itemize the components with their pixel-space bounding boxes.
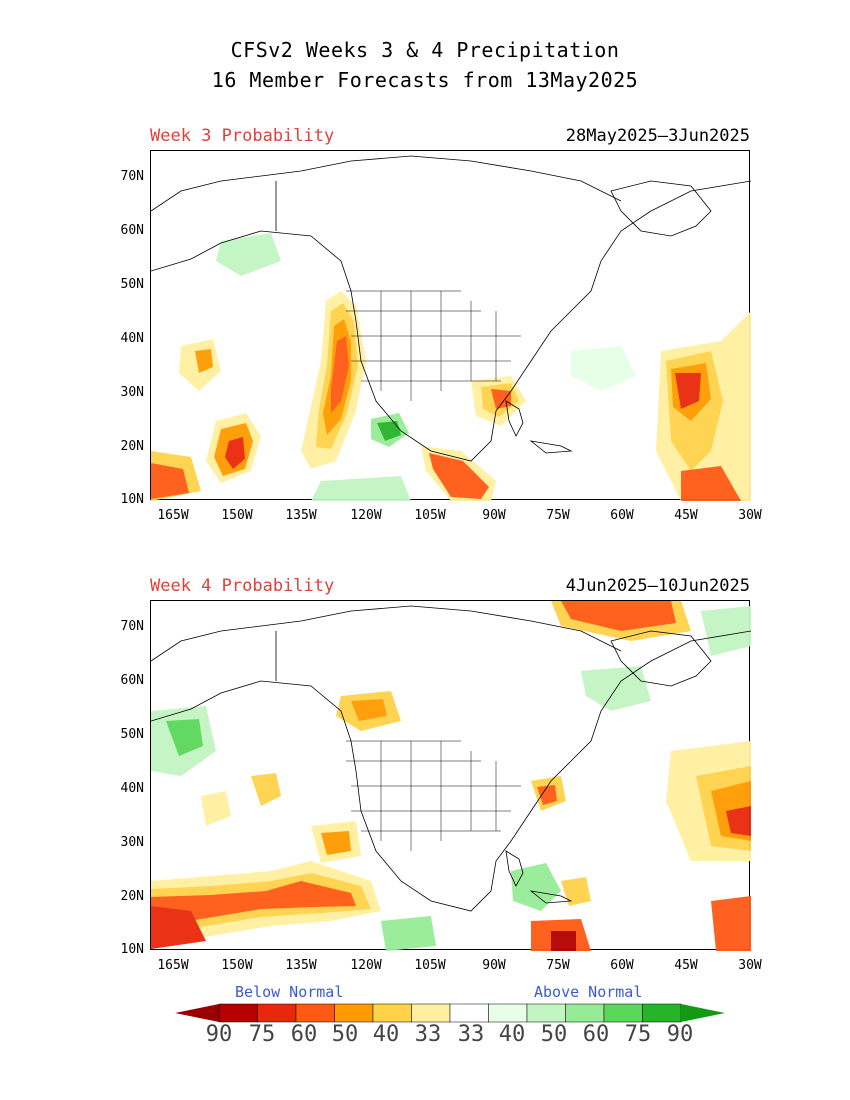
week4-lon-45w: 45W [674, 958, 698, 973]
legend-colorbar [175, 1003, 725, 1023]
legend-value: 40 [372, 1022, 400, 1047]
week4-lon-150w: 150W [221, 958, 253, 973]
week3-lon-150w: 150W [221, 508, 253, 523]
week3-lat-70: 70N [120, 169, 144, 184]
legend-value: 75 [624, 1022, 652, 1047]
week3-lon-105w: 105W [414, 508, 446, 523]
week3-lon-165w: 165W [157, 508, 189, 523]
week4-lat-10: 10N [120, 942, 144, 957]
week4-lon-90w: 90W [482, 958, 506, 973]
week3-lon-90w: 90W [482, 508, 506, 523]
week3-lat-50: 50N [120, 277, 144, 292]
week3-shading [151, 233, 751, 501]
week3-lat-60: 60N [120, 223, 144, 238]
legend-value: 33 [457, 1022, 485, 1047]
legend-swatch [334, 1003, 374, 1023]
week4-coastlines [151, 605, 751, 912]
legend-swatch [565, 1003, 605, 1023]
week3-dates: 28May2025—3Jun2025 [565, 126, 750, 146]
week3-lon-60w: 60W [610, 508, 634, 523]
week3-lat-20: 20N [120, 439, 144, 454]
week4-lat-40: 40N [120, 781, 144, 796]
legend-swatch [603, 1003, 643, 1023]
legend-swatch [526, 1003, 566, 1023]
week4-lon-165w: 165W [157, 958, 189, 973]
week3-lat-40: 40N [120, 331, 144, 346]
week4-lon-105w: 105W [414, 958, 446, 973]
week3-lon-45w: 45W [674, 508, 698, 523]
week3-coastlines [151, 155, 751, 462]
legend-swatch [488, 1003, 528, 1023]
week3-lat-10: 10N [120, 492, 144, 507]
legend-value: 50 [331, 1022, 359, 1047]
legend-cells [218, 1003, 682, 1023]
week3-lon-120w: 120W [350, 508, 382, 523]
week4-dates: 4Jun2025—10Jun2025 [565, 576, 750, 596]
week3-lat-30: 30N [120, 385, 144, 400]
week4-lon-120w: 120W [350, 958, 382, 973]
week4-state-lines [346, 740, 521, 851]
legend-above-normal: Above Normal [534, 983, 643, 1001]
week4-shading [151, 601, 751, 951]
week4-lat-30: 30N [120, 835, 144, 850]
week4-lon-60w: 60W [610, 958, 634, 973]
legend-value: 75 [248, 1022, 276, 1047]
legend-value: 50 [540, 1022, 568, 1047]
legend-value: 60 [290, 1022, 318, 1047]
week4-label: Week 4 Probability [150, 576, 335, 596]
week4-map-svg [151, 601, 751, 951]
week3-lon-135w: 135W [285, 508, 317, 523]
legend-below-arrow [175, 1004, 219, 1022]
chart-title-line2: 16 Member Forecasts from 13May2025 [211, 68, 639, 92]
legend-value: 33 [414, 1022, 442, 1047]
legend-above-arrow [681, 1004, 725, 1022]
week3-lon-75w: 75W [546, 508, 570, 523]
legend-swatch [295, 1003, 335, 1023]
week3-map-svg [151, 155, 751, 501]
legend-swatch [642, 1003, 682, 1023]
chart-title-line1: CFSv2 Weeks 3 & 4 Precipitation [230, 38, 620, 62]
week4-lat-50: 50N [120, 727, 144, 742]
week4-lon-30w: 30W [738, 958, 762, 973]
week3-map [150, 150, 751, 501]
week3-state-lines [346, 290, 521, 401]
legend-swatch [372, 1003, 412, 1023]
week3-label: Week 3 Probability [150, 126, 335, 146]
legend-below-normal: Below Normal [235, 983, 344, 1001]
week4-lon-75w: 75W [546, 958, 570, 973]
legend-swatch [257, 1003, 297, 1023]
legend-swatch [411, 1003, 451, 1023]
legend-swatch [218, 1003, 258, 1023]
legend-value: 90 [205, 1022, 233, 1047]
legend-value: 40 [498, 1022, 526, 1047]
legend-swatch [449, 1003, 489, 1023]
week3-lon-30w: 30W [738, 508, 762, 523]
week4-lon-135w: 135W [285, 958, 317, 973]
week4-lat-70: 70N [120, 619, 144, 634]
week4-map [150, 600, 751, 951]
legend-value: 90 [666, 1022, 694, 1047]
week4-lat-60: 60N [120, 673, 144, 688]
week4-lat-20: 20N [120, 889, 144, 904]
legend-value: 60 [582, 1022, 610, 1047]
